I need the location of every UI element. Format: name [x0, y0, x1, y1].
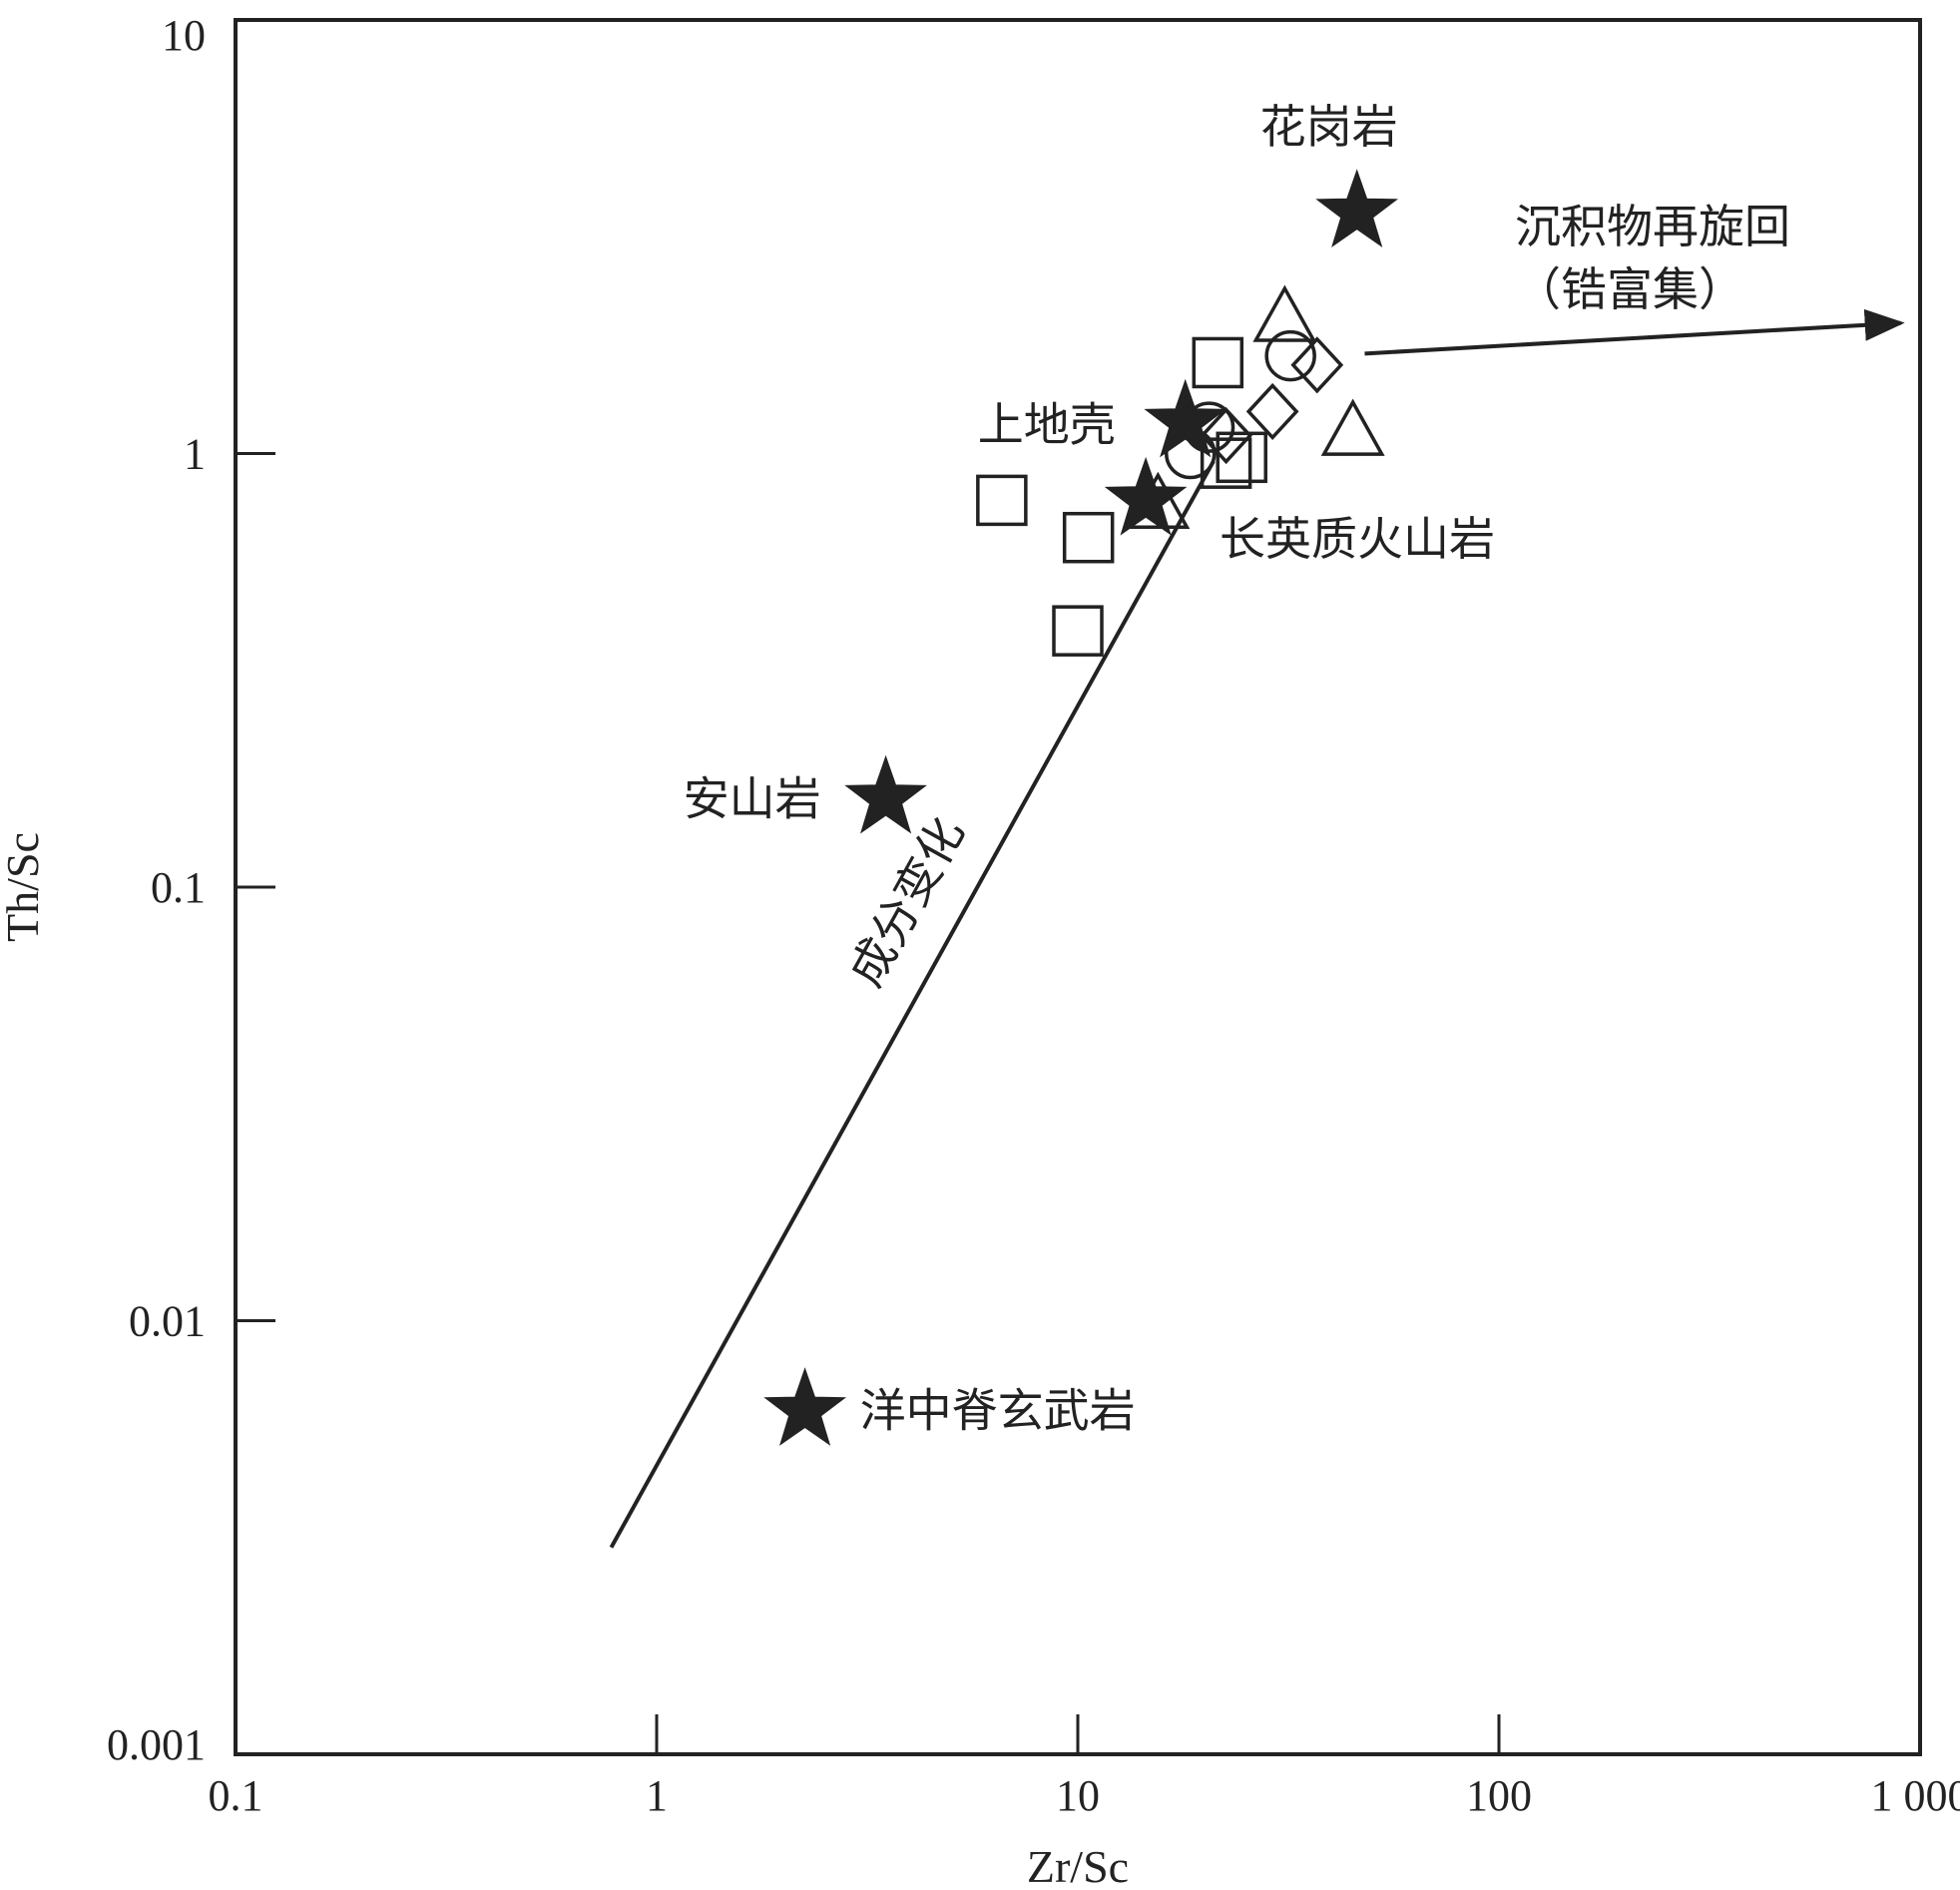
triangle-marker [1126, 471, 1191, 530]
recycling-arrow [1364, 308, 1905, 356]
x-tick-label: 1 000 [1871, 1771, 1960, 1820]
composition-trend-line [609, 460, 1216, 1549]
annotation-composition-change: 成分变化 [838, 808, 974, 995]
square-marker [1192, 336, 1244, 389]
annotation-morb: 洋中脊玄武岩 [860, 1384, 1136, 1438]
square-marker [976, 474, 1028, 527]
square-marker [1216, 431, 1267, 484]
y-tick-label: 0.001 [107, 1720, 206, 1769]
x-tick-label: 1 [646, 1771, 668, 1820]
axes-layer: 0.1 1 10 100 1 000 0.001 0.01 0.1 1 10 [107, 11, 1960, 1820]
annotation-sediment-recycling: 沉积物再旋回 [1515, 200, 1790, 253]
square-marker [1200, 437, 1252, 489]
triangle-marker [1252, 284, 1317, 342]
x-tick-label: 10 [1056, 1771, 1100, 1820]
annotation-zircon-enrichment: （锆富集） [1515, 262, 1744, 316]
circle-marker [1264, 329, 1316, 382]
square-marker [1052, 605, 1104, 657]
trend-lines-layer [609, 308, 1905, 1549]
diamond-marker [1290, 336, 1344, 394]
annotation-felsic-volcanic: 长英质火山岩 [1220, 512, 1495, 566]
y-tick-label: 1 [184, 430, 206, 479]
reference-star-marker [1315, 169, 1399, 248]
data-points-layer [763, 169, 1399, 1446]
diamond-marker [1200, 406, 1253, 465]
diamond-marker [1245, 382, 1299, 440]
y-tick-label: 10 [162, 11, 206, 60]
x-axis-title: Zr/Sc [1027, 1841, 1129, 1890]
y-tick-label: 0.01 [129, 1297, 206, 1346]
annotation-granite: 花岗岩 [1260, 100, 1398, 154]
circle-marker [1164, 427, 1217, 480]
reference-star-marker [763, 1367, 847, 1446]
reference-star-marker [844, 754, 927, 834]
y-axis-title: Th/Sc [0, 832, 48, 942]
circle-marker [1183, 401, 1235, 453]
annotation-andesite: 安山岩 [684, 771, 821, 825]
x-tick-label: 100 [1466, 1771, 1532, 1820]
x-tick-label: 0.1 [209, 1771, 263, 1820]
y-tick-label: 0.1 [151, 863, 206, 912]
annotation-upper-crust: 上地壳 [978, 397, 1116, 451]
annotation-layer: 花岗岩 上地壳 安山岩 洋中脊玄武岩 长英质火山岩 沉积物再旋回 （锆富集） 成… [0, 100, 1790, 1890]
square-marker [1062, 511, 1115, 564]
triangle-marker [1320, 398, 1385, 456]
